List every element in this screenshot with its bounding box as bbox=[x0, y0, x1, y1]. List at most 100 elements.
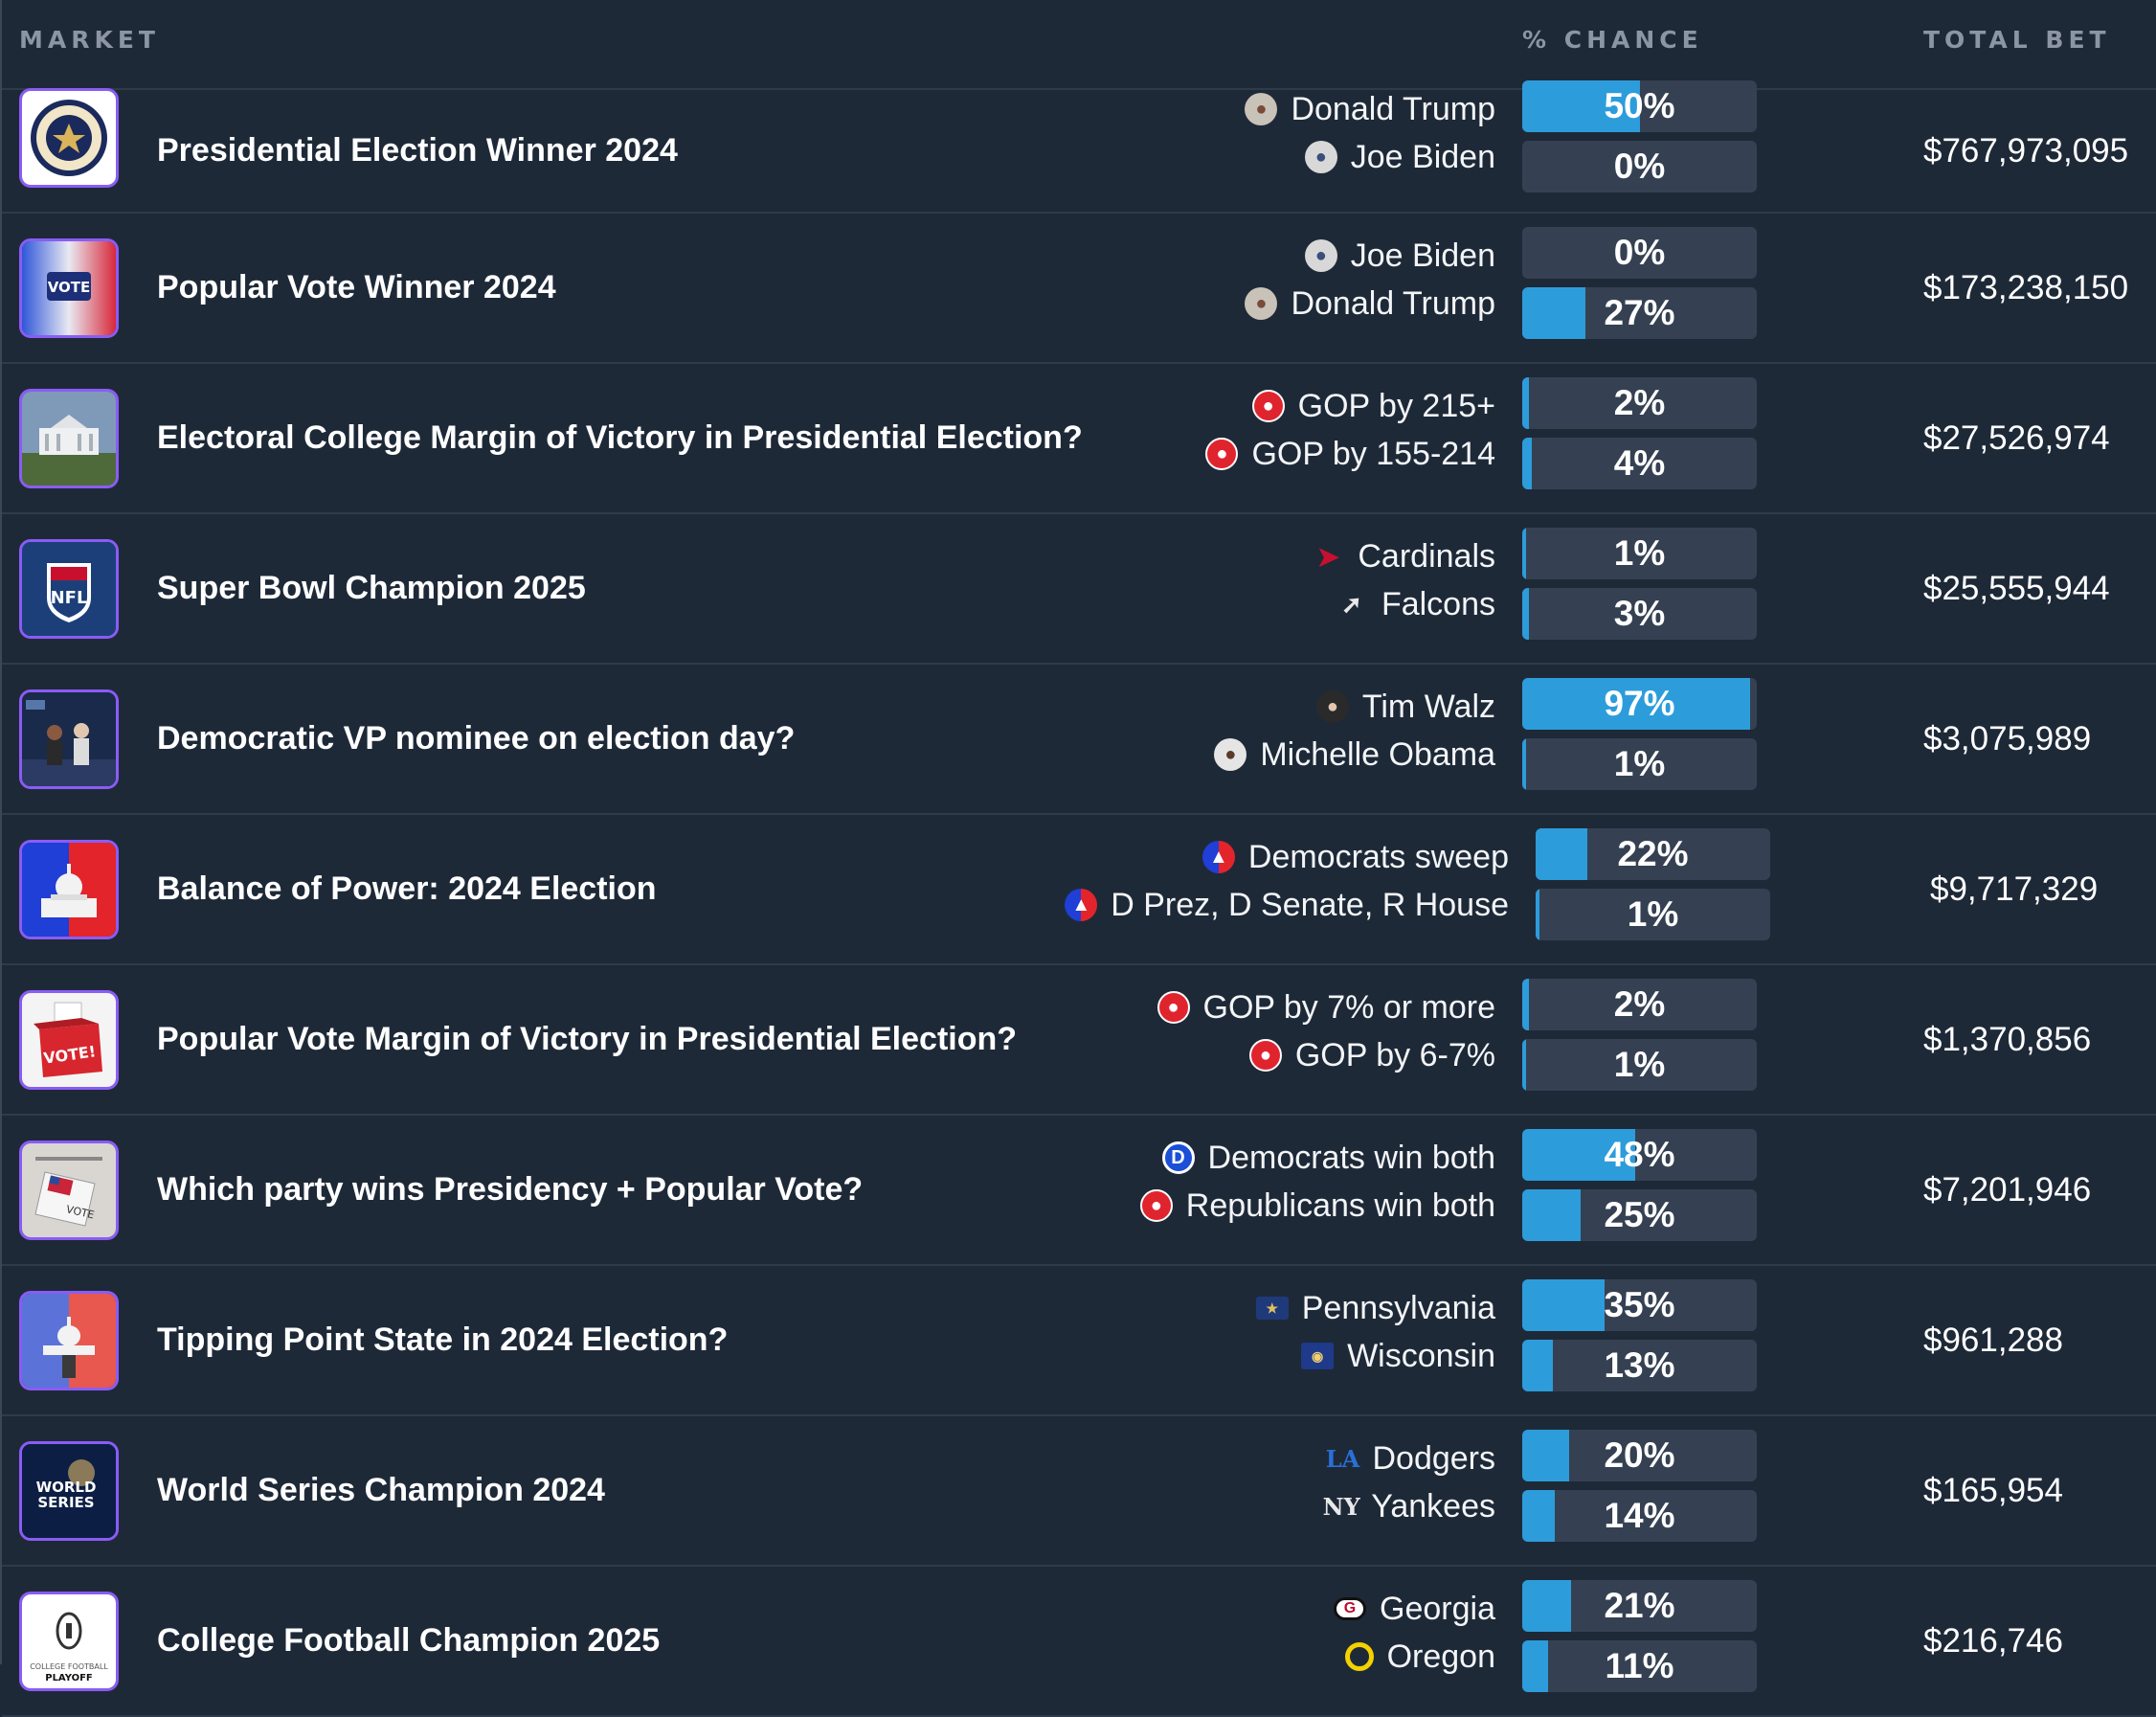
option-row[interactable]: ● Joe Biden bbox=[1304, 136, 1495, 178]
chance-percent: 22% bbox=[1617, 834, 1689, 873]
option-label: Wisconsin bbox=[1347, 1337, 1495, 1374]
market-title[interactable]: Democratic VP nominee on election day? bbox=[157, 720, 796, 757]
chance-bar-fill bbox=[1522, 678, 1750, 730]
market-title[interactable]: Tipping Point State in 2024 Election? bbox=[157, 1322, 729, 1358]
obama-avatar-icon: ● bbox=[1214, 738, 1247, 771]
vote-ballot-icon: VOTE bbox=[19, 1141, 119, 1240]
chance-bar-fill bbox=[1522, 438, 1532, 489]
option-row[interactable]: ★ Pennsylvania bbox=[1255, 1287, 1495, 1329]
market-title[interactable]: Super Bowl Champion 2025 bbox=[157, 570, 586, 606]
option-label: Georgia bbox=[1380, 1590, 1495, 1627]
chance-percent: 0% bbox=[1613, 233, 1666, 272]
chance-bar: 2% bbox=[1522, 377, 1757, 429]
market-row[interactable]: Democratic VP nominee on election day? ●… bbox=[2, 665, 2156, 815]
total-bet: $165,954 bbox=[1923, 1471, 2063, 1509]
svg-text:SERIES: SERIES bbox=[37, 1494, 94, 1511]
chance-bar: 27% bbox=[1522, 287, 1757, 339]
chance-percent: 1% bbox=[1613, 1045, 1666, 1084]
option-row[interactable]: ◉ Wisconsin bbox=[1301, 1335, 1495, 1377]
chance-percent: 14% bbox=[1604, 1496, 1675, 1535]
chance-percent: 2% bbox=[1613, 383, 1666, 422]
market-row[interactable]: WORLD SERIES World Series Champion 2024 L… bbox=[2, 1416, 2156, 1567]
chance-percent: 1% bbox=[1613, 744, 1666, 783]
falcons-logo-icon: ➚ bbox=[1341, 589, 1362, 619]
pennsylvania-flag-icon: ★ bbox=[1255, 1297, 1289, 1320]
svg-text:COLLEGE FOOTBALL: COLLEGE FOOTBALL bbox=[30, 1662, 108, 1671]
biden-avatar-icon: ● bbox=[1304, 141, 1337, 173]
option-row[interactable]: ● Donald Trump bbox=[1245, 282, 1495, 325]
option-row[interactable]: ▲ Democrats sweep bbox=[1202, 836, 1509, 878]
option-row[interactable]: ● GOP by 6-7% bbox=[1248, 1034, 1495, 1076]
chance-percent: 3% bbox=[1613, 594, 1666, 633]
market-title[interactable]: World Series Champion 2024 bbox=[157, 1472, 605, 1508]
chance-percent: 20% bbox=[1604, 1435, 1675, 1475]
market-title[interactable]: Electoral College Margin of Victory in P… bbox=[157, 419, 1083, 456]
market-title[interactable]: College Football Champion 2025 bbox=[157, 1622, 661, 1659]
table-header: MARKET % CHANCE TOTAL BET bbox=[2, 0, 2156, 90]
gop-elephant-icon: ● bbox=[1248, 1039, 1282, 1072]
market-row[interactable]: NFL Super Bowl Champion 2025 ➤ Cardinals… bbox=[2, 514, 2156, 665]
option-row[interactable]: ➤ Cardinals bbox=[1312, 535, 1495, 577]
gop-elephant-icon: ● bbox=[1157, 991, 1190, 1024]
capitol-mini-icon: ▲ bbox=[1202, 841, 1235, 873]
gop-elephant-icon: ● bbox=[1251, 390, 1285, 422]
option-row[interactable]: D Democrats win both bbox=[1161, 1137, 1495, 1179]
option-row[interactable]: ● Joe Biden bbox=[1304, 235, 1495, 277]
total-bet-column-header[interactable]: TOTAL BET bbox=[1923, 26, 2111, 54]
option-row[interactable]: ● Republicans win both bbox=[1139, 1185, 1495, 1227]
chance-percent: 2% bbox=[1613, 984, 1666, 1024]
option-row[interactable]: Oregon bbox=[1344, 1636, 1495, 1678]
option-row[interactable]: ▲ D Prez, D Senate, R House bbox=[1065, 884, 1509, 926]
market-row[interactable]: VOTE Which party wins Presidency + Popul… bbox=[2, 1116, 2156, 1266]
market-title[interactable]: Which party wins Presidency + Popular Vo… bbox=[157, 1171, 864, 1208]
chance-column-header[interactable]: % CHANCE bbox=[1522, 26, 1703, 54]
svg-text:WORLD: WORLD bbox=[36, 1479, 97, 1496]
option-label: Pennsylvania bbox=[1301, 1289, 1495, 1326]
chance-bar: 1% bbox=[1522, 528, 1757, 579]
total-bet: $767,973,095 bbox=[1923, 131, 2129, 169]
option-row[interactable]: G Georgia bbox=[1334, 1588, 1495, 1630]
option-row[interactable]: ➚ Falcons bbox=[1336, 583, 1495, 625]
market-title[interactable]: Presidential Election Winner 2024 bbox=[157, 132, 678, 169]
option-row[interactable]: ● Tim Walz bbox=[1315, 686, 1495, 728]
chance-percent: 97% bbox=[1604, 684, 1675, 723]
market-row[interactable]: VOTE Popular Vote Winner 2024 ● Joe Bide… bbox=[2, 214, 2156, 364]
market-title[interactable]: Balance of Power: 2024 Election bbox=[157, 870, 657, 907]
option-row[interactable]: ● GOP by 7% or more bbox=[1157, 986, 1495, 1028]
chance-percent: 4% bbox=[1613, 443, 1666, 483]
market-title[interactable]: Popular Vote Winner 2024 bbox=[157, 269, 556, 305]
option-row[interactable]: LA Dodgers bbox=[1326, 1437, 1495, 1480]
market-title[interactable]: Popular Vote Margin of Victory in Presid… bbox=[157, 1021, 1018, 1057]
chance-percent: 1% bbox=[1613, 533, 1666, 573]
market-row[interactable]: Presidential Election Winner 2024 ● Dona… bbox=[2, 80, 2156, 214]
gop-elephant-icon: ● bbox=[1205, 438, 1239, 470]
svg-text:PLAYOFF: PLAYOFF bbox=[45, 1673, 93, 1683]
option-row[interactable]: ● Donald Trump bbox=[1245, 88, 1495, 130]
nfl-shield-icon: NFL bbox=[19, 539, 119, 639]
market-column-header[interactable]: MARKET bbox=[19, 26, 160, 54]
market-row[interactable]: Electoral College Margin of Victory in P… bbox=[2, 364, 2156, 514]
chance-percent: 13% bbox=[1604, 1345, 1675, 1385]
biden-avatar-icon: ● bbox=[1304, 239, 1337, 272]
capitol-icon bbox=[19, 840, 119, 939]
option-row[interactable]: ● GOP by 215+ bbox=[1251, 385, 1495, 427]
capitol-split-icon bbox=[19, 1291, 119, 1390]
market-row[interactable]: Balance of Power: 2024 Election ▲ Democr… bbox=[2, 815, 2156, 965]
chance-bar-fill bbox=[1522, 1279, 1605, 1331]
option-label: Falcons bbox=[1381, 585, 1495, 622]
total-bet: $173,238,150 bbox=[1923, 268, 2129, 306]
option-row[interactable]: ● GOP by 155-214 bbox=[1205, 433, 1495, 475]
dem-logo-icon: D bbox=[1161, 1141, 1195, 1174]
market-row[interactable]: VOTE! Popular Vote Margin of Victory in … bbox=[2, 965, 2156, 1116]
total-bet: $216,746 bbox=[1923, 1621, 2063, 1660]
option-label: Cardinals bbox=[1358, 537, 1495, 575]
chance-bar: 20% bbox=[1522, 1430, 1757, 1481]
option-row[interactable]: NY Yankees bbox=[1323, 1485, 1495, 1527]
wisconsin-flag-icon: ◉ bbox=[1301, 1343, 1335, 1369]
chance-percent: 21% bbox=[1604, 1586, 1675, 1625]
option-row[interactable]: ● Michelle Obama bbox=[1214, 734, 1495, 776]
market-row[interactable]: COLLEGE FOOTBALL PLAYOFF College Football… bbox=[2, 1567, 2156, 1717]
market-row[interactable]: Tipping Point State in 2024 Election? ★ … bbox=[2, 1266, 2156, 1416]
option-label: Republicans win both bbox=[1185, 1186, 1495, 1224]
chance-bar: 2% bbox=[1522, 979, 1757, 1030]
